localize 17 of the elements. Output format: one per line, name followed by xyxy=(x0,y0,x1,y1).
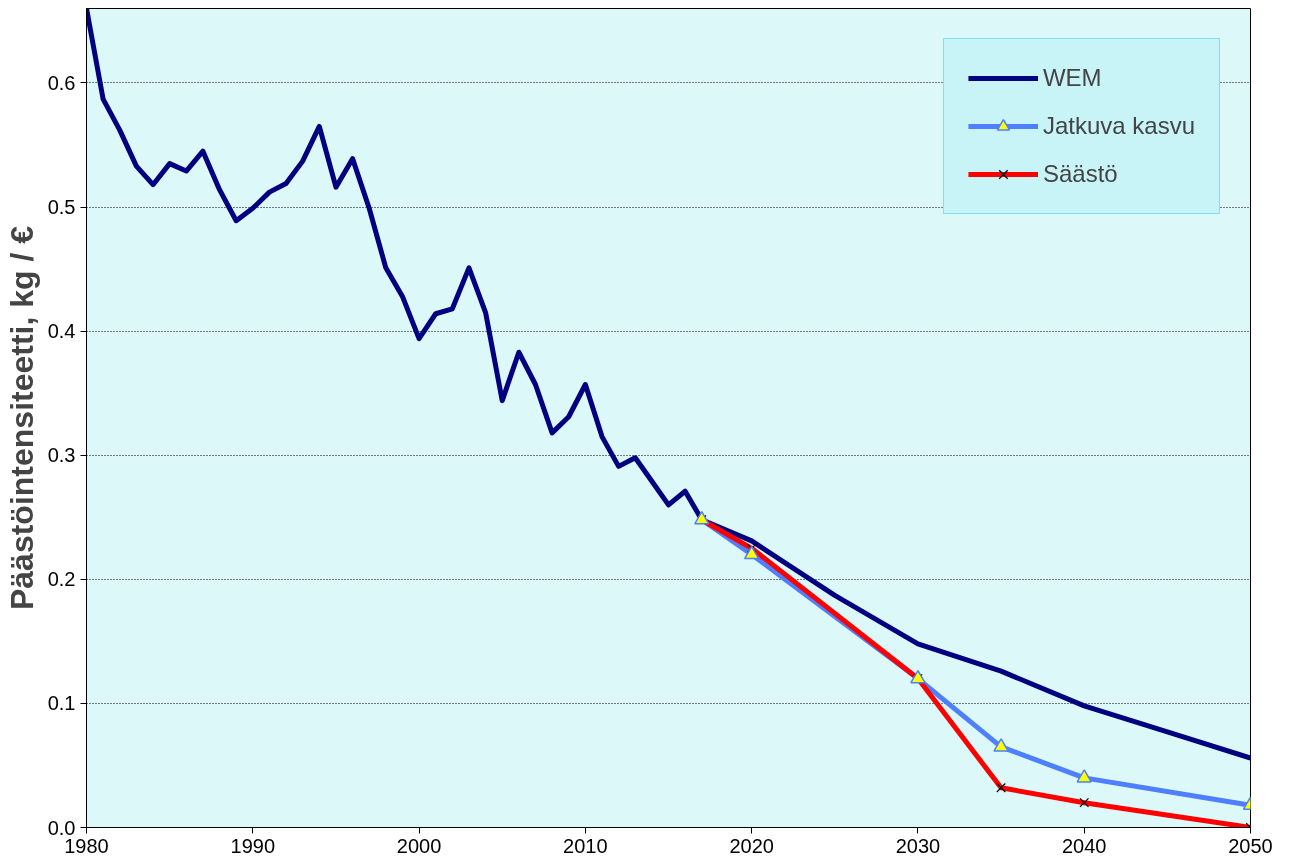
y-tick-label: 0.5 xyxy=(47,196,76,219)
legend-label: Jatkuva kasvu xyxy=(1042,112,1195,140)
x-tick-label: 1990 xyxy=(230,834,276,857)
y-tick-label: 0.4 xyxy=(47,320,76,343)
y-tick-label: 0.2 xyxy=(47,568,76,591)
x-tick-label: 2030 xyxy=(895,834,941,857)
x-tick-label: 2020 xyxy=(729,834,774,857)
y-tick-label: 0.1 xyxy=(47,692,76,715)
legend-label: WEM xyxy=(1042,64,1102,92)
y-tick-label: 0.6 xyxy=(47,71,76,94)
y-tick-label: 0.3 xyxy=(47,444,76,467)
x-tick-label: 2000 xyxy=(396,834,442,857)
y-axis-title: Päästöintensiteetti, kg / € xyxy=(3,225,40,611)
x-tick-label: 2010 xyxy=(563,834,608,857)
x-tick-label: 2040 xyxy=(1061,834,1107,857)
x-tick-label: 2050 xyxy=(1228,834,1273,857)
legend-label: Säästö xyxy=(1042,160,1118,188)
